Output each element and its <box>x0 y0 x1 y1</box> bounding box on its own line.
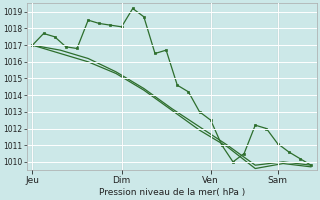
X-axis label: Pression niveau de la mer( hPa ): Pression niveau de la mer( hPa ) <box>99 188 245 197</box>
